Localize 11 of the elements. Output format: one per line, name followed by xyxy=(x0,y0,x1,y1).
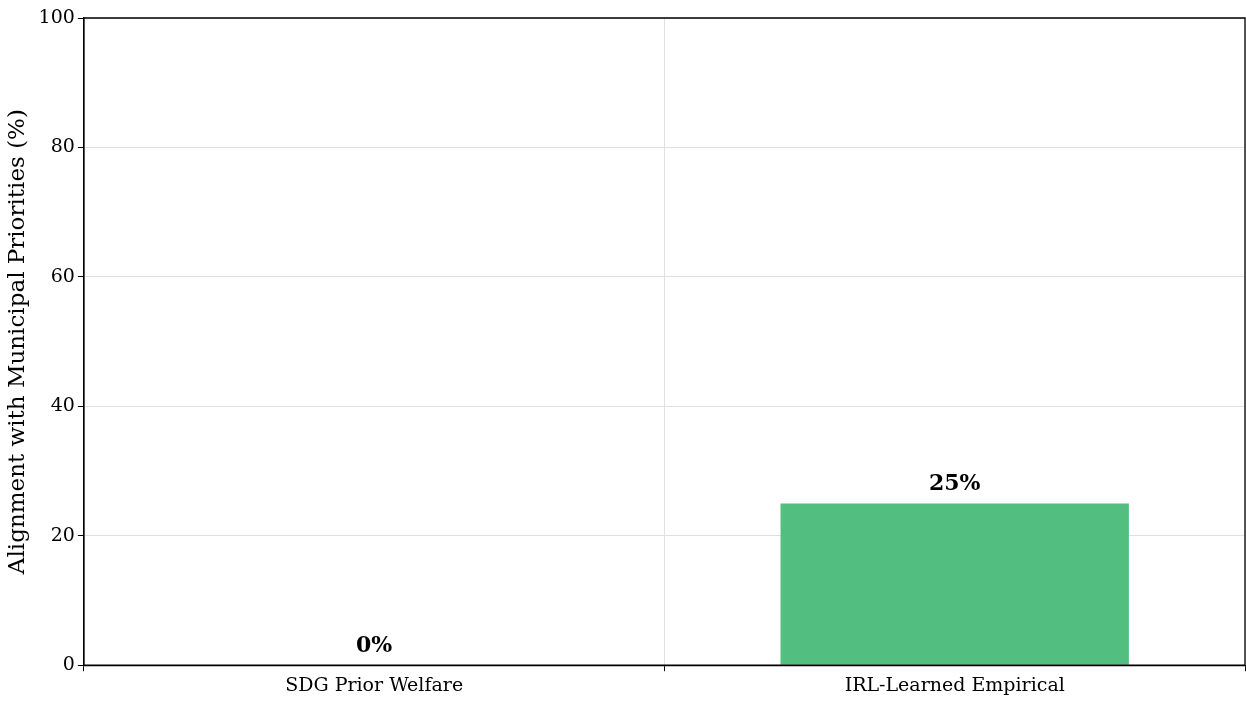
x-tick-label: IRL-Learned Empirical xyxy=(844,672,1065,695)
data-label: 25% xyxy=(928,469,981,496)
x-tick-label: SDG Prior Welfare xyxy=(285,672,464,695)
data-label: 0% xyxy=(356,630,393,657)
y-tick-label: 80 xyxy=(50,134,75,157)
y-tick-label: 0 xyxy=(62,652,75,675)
y-tick-label: 40 xyxy=(50,393,75,416)
y-tick-label: 100 xyxy=(38,4,75,27)
y-tick-label: 20 xyxy=(50,522,75,545)
y-axis-title: Alignment with Municipal Priorities (%) xyxy=(2,109,29,576)
y-tick-label: 60 xyxy=(50,263,75,286)
